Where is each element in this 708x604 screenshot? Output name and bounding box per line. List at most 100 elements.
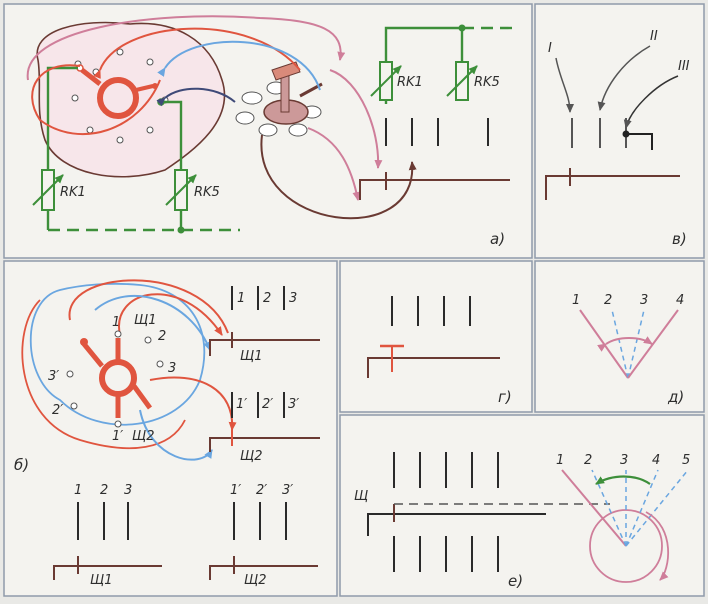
green-wiring bbox=[46, 66, 240, 232]
panel-a-bus bbox=[359, 179, 510, 200]
red-arrow-b1 bbox=[118, 293, 223, 336]
rk1-top-label: RK1 bbox=[397, 75, 423, 90]
contact-2p: 2′ bbox=[52, 403, 63, 418]
bus-mid-bars bbox=[231, 392, 285, 418]
blue-arrow-a bbox=[157, 40, 321, 91]
navy-arrow-a bbox=[156, 87, 236, 107]
arrow-ii bbox=[597, 45, 651, 111]
panel-d-ray-4 bbox=[627, 309, 679, 379]
panel-b-frame bbox=[3, 260, 338, 597]
panel-d-label-4: 4 bbox=[676, 293, 684, 308]
bus-mid-line bbox=[209, 437, 320, 452]
panel-d-arc bbox=[597, 336, 653, 352]
bus-top-label: Щ1 bbox=[240, 349, 263, 364]
bottom-right-bus bbox=[209, 565, 318, 580]
bus-top-3: 3 bbox=[289, 291, 297, 306]
panel-e-label-4: 4 bbox=[652, 453, 660, 468]
brush1-label: Щ1 bbox=[134, 313, 157, 328]
blue-loop-b bbox=[29, 282, 206, 426]
bottom-right-label: Щ2 bbox=[244, 573, 267, 588]
rotor-b-dot bbox=[80, 338, 88, 346]
arrow-i bbox=[555, 57, 574, 113]
panel-e-tag: е) bbox=[508, 572, 523, 590]
selector-blob bbox=[36, 21, 226, 178]
bus-top-1: 1 bbox=[237, 291, 245, 306]
rotor-ring bbox=[97, 77, 139, 119]
bottom-right-2: 2′ bbox=[256, 483, 267, 498]
panel-g-frame bbox=[339, 260, 533, 413]
panel-e-ray-4 bbox=[625, 469, 659, 547]
contact-1p: 1′ bbox=[112, 429, 123, 444]
resistor-rk5-arrow bbox=[165, 174, 197, 206]
panel-b-contacts bbox=[66, 330, 164, 428]
panel-d-tag: д) bbox=[667, 388, 684, 406]
panel-e-bottom-bars bbox=[393, 536, 499, 572]
bottom-right-bars bbox=[233, 502, 287, 540]
bottom-right-1: 1′ bbox=[230, 483, 241, 498]
bottom-left-3: 3 bbox=[124, 483, 132, 498]
panel-g-bars bbox=[391, 296, 471, 326]
panel-d-label-1: 1 bbox=[572, 293, 580, 308]
rk1-label: RK1 bbox=[60, 185, 86, 200]
bus-mid-3: 3′ bbox=[288, 397, 299, 412]
panel-v-hook bbox=[626, 133, 653, 150]
bus-mid-label: Щ2 bbox=[240, 449, 263, 464]
panel-e-label-3: 3 bbox=[620, 453, 628, 468]
panel-e-label-5: 5 bbox=[682, 453, 690, 468]
pink-arrow-b bbox=[307, 127, 361, 201]
panel-d-ray-2 bbox=[611, 309, 629, 379]
bottom-left-1: 1 bbox=[74, 483, 82, 498]
panel-v-bus bbox=[545, 175, 680, 200]
panel-v: I II III в) bbox=[545, 29, 690, 248]
bus-mid-1: 1′ bbox=[236, 397, 247, 412]
rotor-arm-right bbox=[135, 84, 154, 92]
pink-arrow-a bbox=[329, 69, 383, 169]
contact-3: 3 bbox=[168, 361, 176, 376]
panel-e-brush-label: Щ bbox=[354, 489, 368, 504]
handle-switch bbox=[235, 61, 323, 137]
panel-d-label-3: 3 bbox=[640, 293, 648, 308]
bottom-left-label: Щ1 bbox=[90, 573, 113, 588]
panel-e-frame bbox=[339, 414, 705, 597]
panel-d: 1 2 3 4 д) bbox=[572, 293, 684, 406]
rotor-b-arm1 bbox=[82, 342, 104, 368]
red-arc-b bbox=[68, 279, 229, 334]
panel-b-tag: б) bbox=[14, 456, 29, 474]
rotor-b-arm4 bbox=[131, 384, 153, 410]
panel-g-tag: г) bbox=[498, 388, 512, 406]
red-loop-b bbox=[21, 299, 186, 450]
resistor-rk1-arrow bbox=[32, 174, 64, 206]
panel-e-pink-arrow bbox=[645, 511, 669, 581]
panel-frames bbox=[3, 3, 705, 597]
resistor-rk5-top-arrow bbox=[446, 65, 478, 97]
junction-node bbox=[177, 226, 185, 234]
arrow-iii bbox=[623, 75, 679, 129]
blue-arrow-b1 bbox=[94, 294, 211, 351]
bottom-right-3: 3′ bbox=[282, 483, 293, 498]
brush2-label: Щ2 bbox=[132, 429, 155, 444]
panel-d-label-2: 2 bbox=[604, 293, 612, 308]
panel-e: Щ 1 2 3 4 5 е) bbox=[354, 452, 690, 590]
bus-top-bars bbox=[231, 286, 285, 310]
rotor-arm-left bbox=[80, 68, 102, 86]
panel-v-label-2: II bbox=[650, 29, 658, 44]
panel-a-bars bbox=[385, 118, 489, 146]
panel-g-bus bbox=[367, 357, 500, 378]
pink-arrow-top bbox=[26, 15, 346, 81]
panel-e-top-bars bbox=[393, 452, 499, 488]
junction-top bbox=[458, 24, 466, 32]
panel-e-ray-5 bbox=[625, 469, 689, 547]
panel-a: RK1 RK5 bbox=[26, 15, 516, 248]
panel-v-dot bbox=[622, 130, 630, 138]
panel-e-green-arrow bbox=[595, 475, 651, 485]
resistor-rk1-top-arrow bbox=[370, 65, 402, 97]
contact-1: 1 bbox=[112, 315, 120, 330]
blue-arrow-b2 bbox=[139, 409, 213, 461]
panel-e-label-1: 1 bbox=[556, 453, 564, 468]
brown-arrow-a bbox=[260, 134, 417, 220]
panel-v-label-1: I bbox=[548, 41, 552, 56]
bus-top-2: 2 bbox=[263, 291, 271, 306]
panel-b: 1 Щ1 2 3 3′ 2′ 1′ Щ2 1 2 3 Щ1 1′ 2′ 3′ Щ… bbox=[14, 279, 320, 588]
